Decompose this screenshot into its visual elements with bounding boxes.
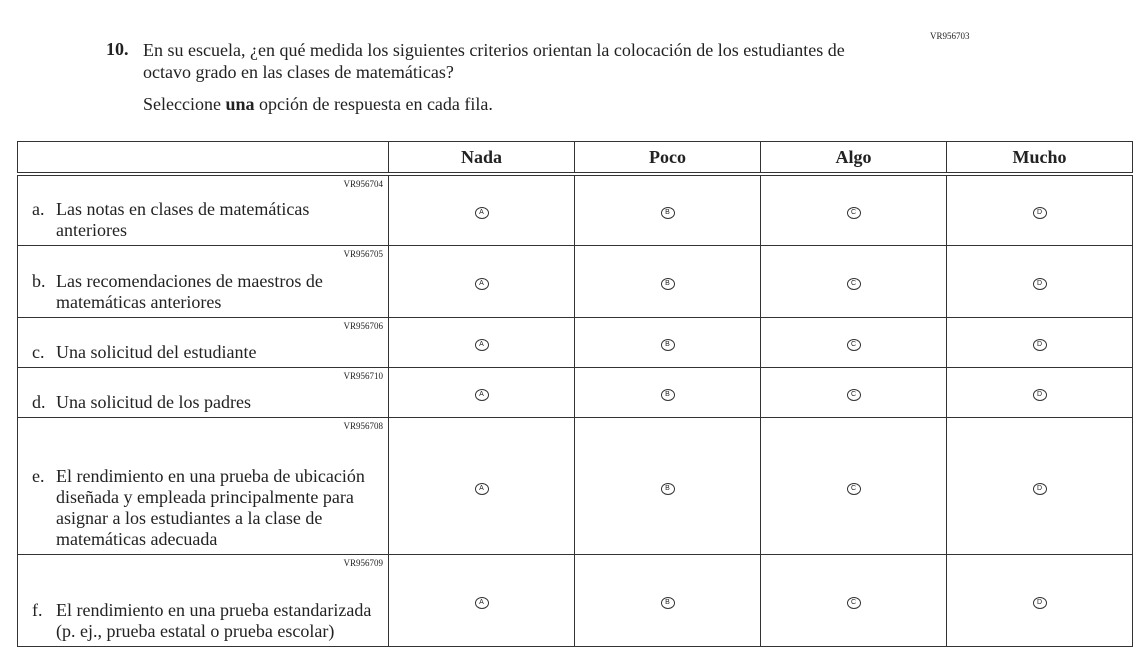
radio-bubble-a[interactable]: A	[474, 278, 489, 290]
radio-bubble-d[interactable]: D	[1032, 339, 1047, 351]
question-code: VR956703	[930, 31, 970, 41]
item-text: El rendimiento en una prueba estandariza…	[56, 599, 372, 641]
option-cell: A	[388, 173, 575, 246]
option-cell: B	[574, 244, 761, 318]
radio-bubble-b[interactable]: B	[660, 278, 675, 290]
item-text: El rendimiento en una prueba de ubicació…	[56, 465, 365, 549]
item-letter: b.	[32, 270, 46, 291]
column-header: Algo	[760, 141, 947, 176]
radio-bubble-b[interactable]: B	[660, 482, 675, 495]
item-code: VR956704	[343, 179, 383, 189]
option-cell: B	[574, 316, 761, 368]
table-row: VR956708 e. El rendimiento en una prueba d…	[17, 416, 1133, 555]
radio-bubble-d[interactable]: D	[1032, 389, 1047, 401]
row-label: VR956705 b. Las recomendaciones de maestro…	[17, 244, 389, 318]
radio-bubble-c[interactable]: C	[846, 389, 861, 401]
item-code: VR956708	[343, 420, 383, 431]
radio-bubble-a[interactable]: A	[474, 482, 489, 495]
option-cell: D	[946, 416, 1133, 555]
question-text: En su escuela, ¿en qué medida los siguie…	[143, 40, 845, 82]
radio-bubble-a[interactable]: A	[474, 207, 489, 220]
table-row: VR956705 b. Las recomendaciones de maestro…	[17, 244, 1133, 318]
radio-bubble-c[interactable]: C	[846, 207, 861, 220]
column-header: Mucho	[946, 141, 1133, 176]
row-label: VR956704 a. Las notas en clases de matemát…	[17, 173, 389, 246]
row-label: VR956709 f. El rendimiento en una prueba e…	[17, 553, 389, 647]
radio-bubble-b[interactable]: B	[660, 339, 675, 351]
item-text: Una solicitud de los padres	[56, 391, 251, 412]
option-cell: C	[760, 244, 947, 318]
option-cell: A	[388, 366, 575, 418]
radio-bubble-c[interactable]: C	[846, 482, 861, 495]
radio-bubble-d[interactable]: D	[1032, 207, 1047, 220]
radio-bubble-b[interactable]: B	[660, 597, 675, 609]
row-label: VR956710 d. Una solicitud de los padres	[17, 366, 389, 418]
option-cell: A	[388, 416, 575, 555]
instruction-text: opción de respuesta en cada fila.	[254, 94, 493, 114]
radio-bubble-b[interactable]: B	[660, 389, 675, 401]
item-text: Una solicitud del estudiante	[56, 341, 257, 362]
item-letter: c.	[32, 341, 45, 362]
option-cell: B	[574, 366, 761, 418]
radio-bubble-c[interactable]: C	[846, 339, 861, 351]
item-letter: a.	[32, 198, 45, 219]
option-cell: C	[760, 416, 947, 555]
table-row: VR956709 f. El rendimiento en una prueba e…	[17, 553, 1133, 647]
radio-bubble-d[interactable]: D	[1032, 597, 1047, 609]
question-number: 10.	[106, 39, 129, 59]
radio-bubble-b[interactable]: B	[660, 207, 675, 220]
table-row: VR956710 d. Una solicitud de los padres A B C…	[17, 366, 1133, 418]
table-row: VR956704 a. Las notas en clases de matemát…	[17, 173, 1133, 246]
item-text: Las recomendaciones de maestros de matem…	[56, 270, 323, 312]
column-header: Poco	[574, 141, 761, 176]
option-cell: C	[760, 316, 947, 368]
item-letter: e.	[32, 465, 45, 486]
item-text: Las notas en clases de matemáticas anter…	[56, 198, 310, 240]
row-label: VR956708 e. El rendimiento en una prueba d…	[17, 416, 389, 555]
instruction-emphasis: una	[225, 94, 255, 114]
instruction: Seleccione una opción de respuesta en ca…	[143, 94, 493, 115]
option-cell: C	[760, 173, 947, 246]
option-cell: D	[946, 553, 1133, 647]
radio-bubble-a[interactable]: A	[474, 597, 489, 609]
item-code: VR956710	[343, 370, 383, 381]
header-blank	[17, 141, 389, 176]
item-code: VR956709	[343, 557, 383, 568]
radio-bubble-d[interactable]: D	[1032, 482, 1047, 495]
item-letter: f.	[32, 599, 43, 620]
option-cell: B	[574, 553, 761, 647]
option-cell: C	[760, 366, 947, 418]
item-code: VR956706	[343, 320, 383, 331]
item-code: VR956705	[343, 248, 383, 259]
option-cell: A	[388, 553, 575, 647]
option-cell: A	[388, 244, 575, 318]
option-cell: D	[946, 366, 1133, 418]
row-label: VR956706 c. Una solicitud del estudiante	[17, 316, 389, 368]
response-grid: Nada Poco Algo Mucho VR956704 a. Las notas en…	[17, 141, 1133, 647]
item-letter: d.	[32, 391, 46, 412]
option-cell: B	[574, 173, 761, 246]
option-cell: A	[388, 316, 575, 368]
option-cell: D	[946, 316, 1133, 368]
column-header: Nada	[388, 141, 575, 176]
radio-bubble-a[interactable]: A	[474, 389, 489, 401]
option-cell: D	[946, 173, 1133, 246]
radio-bubble-d[interactable]: D	[1032, 278, 1047, 290]
option-cell: C	[760, 553, 947, 647]
instruction-text: Seleccione	[143, 94, 226, 114]
option-cell: B	[574, 416, 761, 555]
option-cell: D	[946, 244, 1133, 318]
radio-bubble-c[interactable]: C	[846, 278, 861, 290]
radio-bubble-a[interactable]: A	[474, 339, 489, 351]
table-row: VR956706 c. Una solicitud del estudiante A B…	[17, 316, 1133, 368]
radio-bubble-c[interactable]: C	[846, 597, 861, 609]
